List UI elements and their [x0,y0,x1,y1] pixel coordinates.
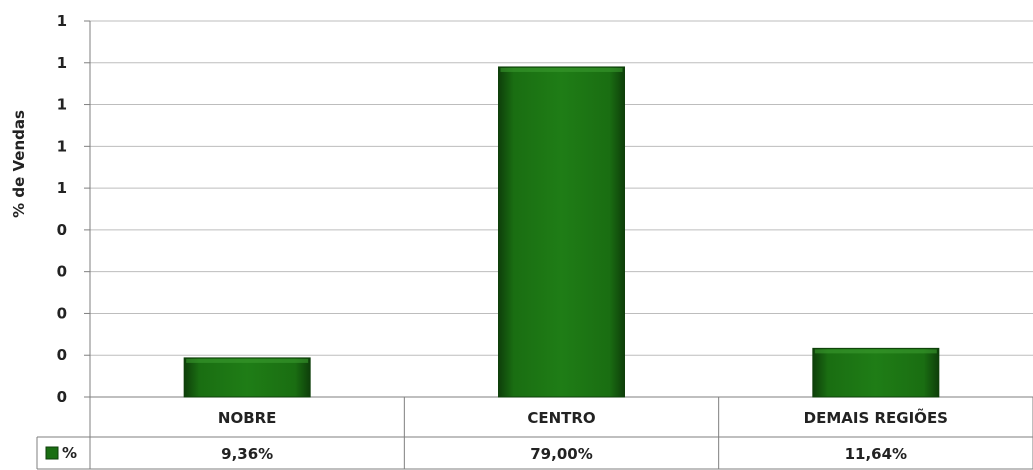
y-tick-label: 0 [57,221,67,239]
data-value-label: 9,36% [221,445,273,463]
y-tick-label: 0 [57,304,67,322]
category-label: NOBRE [218,409,277,427]
legend-label: % [62,444,77,462]
y-axis-ticks: 0 0 0 0 0 1 1 1 1 1 [57,12,67,406]
category-label: CENTRO [527,409,595,427]
y-tick-label: 1 [57,54,67,72]
bar-highlight [814,349,937,354]
category-label: DEMAIS REGIÕES [804,408,948,427]
y-tick-label: 0 [57,388,67,406]
y-axis-title: % de Vendas [10,110,28,218]
y-tick-label: 0 [57,346,67,364]
bars [183,66,940,398]
bar-highlight [186,358,309,363]
bar-highlight [500,67,623,72]
y-tick-label: 1 [57,179,67,197]
data-table: NOBRE CENTRO DEMAIS REGIÕES 9,36% 79,00% 11,6… [36,397,1033,470]
bar [812,347,940,398]
y-tick-label: 1 [57,96,67,114]
y-tick-label: 0 [57,263,67,281]
bar [183,357,311,398]
legend-swatch [45,446,59,460]
bar [498,66,625,398]
y-tick-label: 1 [57,137,67,155]
data-value-label: 11,64% [845,445,907,463]
data-value-label: 79,00% [530,445,592,463]
y-tick-label: 1 [57,12,67,30]
